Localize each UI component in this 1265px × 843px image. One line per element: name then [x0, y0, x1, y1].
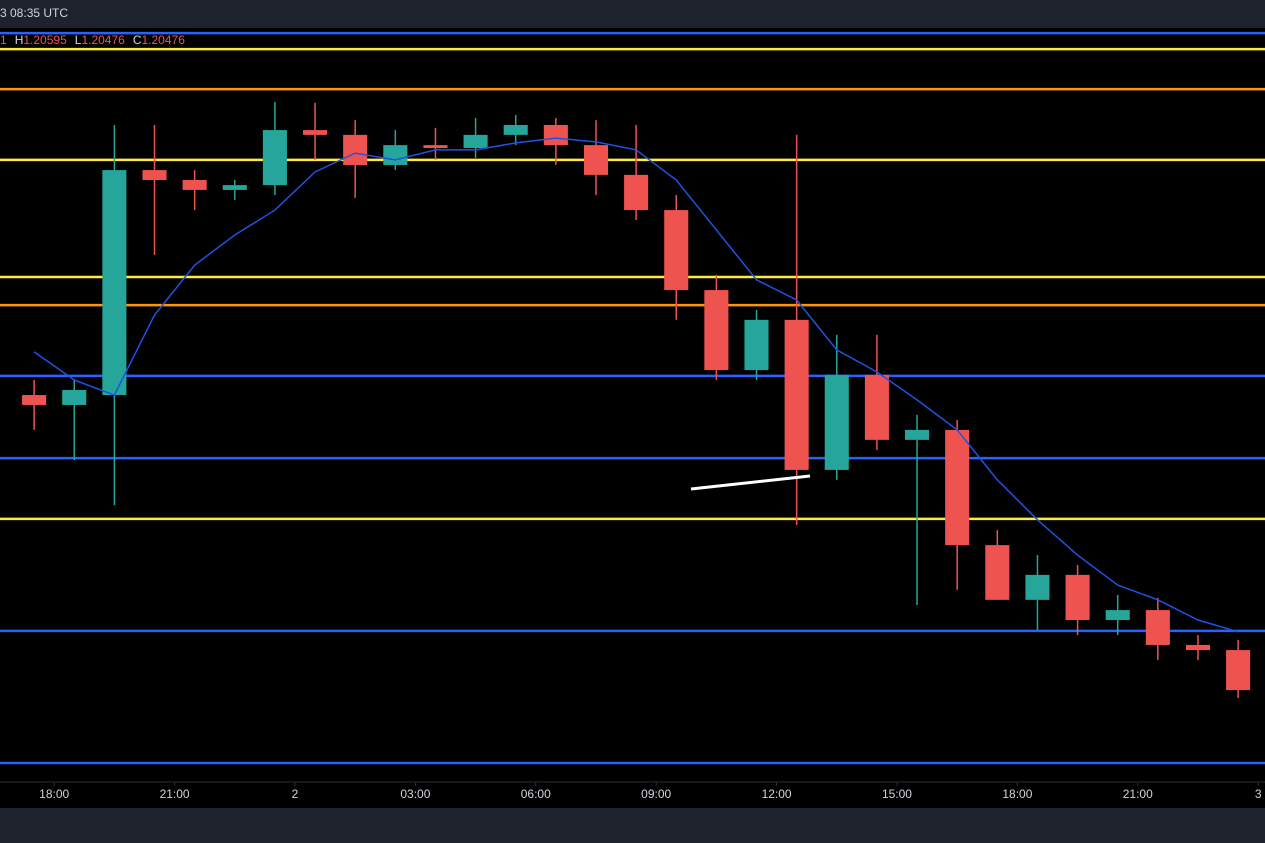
candle-body [864, 374, 889, 440]
x-tick-label: 09:00 [641, 787, 671, 801]
x-tick-label: 21:00 [1123, 787, 1153, 801]
candle-body [744, 319, 769, 371]
ohlc-label: H [15, 33, 24, 47]
candle-body [1185, 644, 1211, 651]
ohlc-label: L [75, 33, 82, 47]
candle-body [784, 319, 809, 470]
candle-body [1025, 574, 1050, 600]
candle-body [1105, 610, 1130, 620]
candle-body [423, 145, 448, 148]
ohlc-value: 1.20595 [23, 33, 67, 47]
ohlc-label: C [133, 33, 142, 47]
ema-line [33, 137, 1239, 633]
candle-body [22, 395, 47, 405]
candle-body [543, 124, 568, 146]
ema [33, 137, 1239, 633]
x-tick-label: 3 [1255, 787, 1262, 801]
top-bar [0, 0, 1265, 28]
x-tick-label: 12:00 [762, 787, 792, 801]
candle-body [102, 170, 127, 396]
candle-body [182, 180, 207, 190]
bottom-bar [0, 808, 1265, 843]
ohlc-legend: 1 H1.20595 L1.20476 C1.20476 [0, 33, 185, 47]
ohlc-text: 1 H1.20595 L1.20476 C1.20476 [0, 33, 185, 47]
candle-body [704, 290, 729, 371]
candle-body [583, 145, 609, 175]
levels [0, 31, 1265, 765]
candle-body [262, 130, 287, 186]
candle-body [1145, 610, 1170, 645]
x-tick-label: 2 [292, 787, 299, 801]
plot-area [0, 28, 1265, 808]
candle-body [62, 389, 87, 405]
candle-body [1065, 574, 1090, 620]
candle-body [985, 545, 1010, 600]
candles [22, 101, 1251, 699]
x-axis: 18:00 21:00 2 03:00 06:00 09:00 12:00 15:00 18:0… [39, 782, 1262, 801]
candle-body [824, 374, 849, 470]
ohlc-fragment: 1 [0, 33, 7, 47]
candle-body [624, 174, 649, 211]
timestamp: 3 08:35 UTC [0, 6, 68, 20]
candle-body [383, 145, 408, 165]
x-tick-label: 18:00 [39, 787, 69, 801]
candle-body [945, 429, 970, 546]
ohlc-value: 1.20476 [81, 33, 125, 47]
x-tick-label: 21:00 [160, 787, 190, 801]
candle-body [664, 210, 689, 291]
x-tick-label: 18:00 [1002, 787, 1032, 801]
candle-body [142, 170, 167, 180]
x-tick-label: 03:00 [400, 787, 430, 801]
candle-body [905, 429, 930, 440]
candle-body [222, 185, 247, 190]
trend-line [690, 474, 811, 491]
candle-body [343, 134, 368, 165]
x-tick-label: 15:00 [882, 787, 912, 801]
x-tick-label: 06:00 [521, 787, 551, 801]
candle-body [1226, 650, 1251, 691]
ohlc-value: 1.20476 [142, 33, 186, 47]
candle-body [303, 130, 328, 135]
candle-body [503, 124, 528, 135]
candle-body [463, 134, 488, 148]
